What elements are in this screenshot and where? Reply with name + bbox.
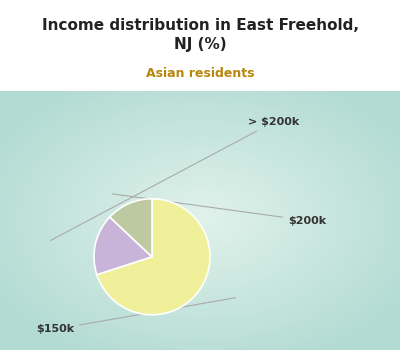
Text: $150k: $150k (36, 298, 235, 334)
Text: Income distribution in East Freehold,
NJ (%): Income distribution in East Freehold, NJ… (42, 18, 358, 52)
Wedge shape (94, 217, 152, 275)
Text: $200k: $200k (112, 194, 326, 225)
Wedge shape (97, 199, 210, 315)
Text: Asian residents: Asian residents (146, 67, 254, 80)
Text: > $200k: > $200k (51, 117, 299, 240)
Wedge shape (110, 199, 152, 257)
